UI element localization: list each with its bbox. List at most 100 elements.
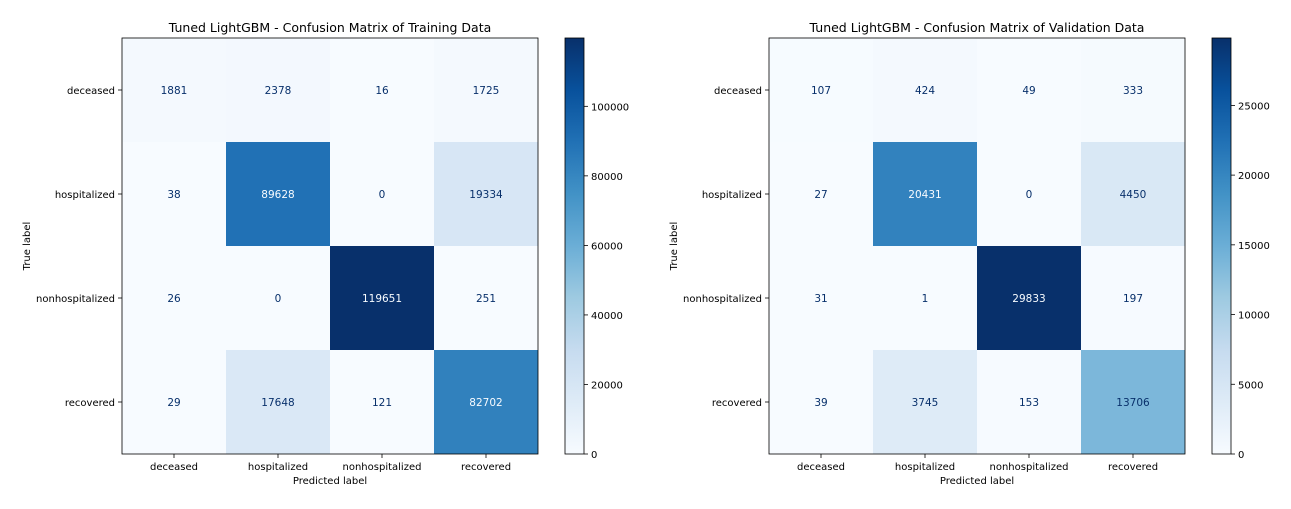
cell-value-label: 0 — [1026, 189, 1033, 201]
colorbar-tick-label: 40000 — [591, 311, 623, 322]
heatmap-cell — [330, 142, 434, 246]
heatmap-cell — [977, 350, 1081, 454]
heatmap-cell — [873, 142, 977, 246]
colorbar-tick-label: 20000 — [591, 380, 623, 391]
cell-value-label: 49 — [1022, 85, 1035, 97]
x-axis-label: Predicted label — [940, 476, 1014, 487]
colorbar-tick-label: 80000 — [591, 172, 623, 183]
heatmap-cell — [226, 246, 330, 350]
x-tick-label: recovered — [461, 462, 511, 473]
colorbar-tick-label: 20000 — [1238, 171, 1270, 182]
cell-value-label: 29 — [167, 397, 180, 409]
cell-value-label: 20431 — [908, 189, 941, 201]
y-tick-label: nonhospitalized — [683, 294, 762, 305]
colorbar — [564, 37, 585, 455]
cell-value-label: 13706 — [1116, 397, 1150, 409]
cell-value-label: 16 — [375, 85, 389, 97]
heatmap-cell — [769, 142, 873, 246]
y-tick-label: recovered — [65, 398, 115, 409]
x-tick-label: hospitalized — [895, 462, 955, 473]
cell-value-label: 197 — [1123, 293, 1143, 305]
cell-value-label: 119651 — [362, 293, 402, 305]
cell-value-label: 153 — [1019, 397, 1039, 409]
heatmap-cell — [977, 38, 1081, 142]
cell-value-label: 1 — [922, 293, 929, 305]
colorbar-tick-label: 15000 — [1238, 241, 1270, 252]
cell-value-label: 89628 — [261, 189, 294, 201]
heatmap-cell — [1081, 38, 1185, 142]
x-tick-label: deceased — [797, 462, 845, 473]
cell-value-label: 38 — [167, 189, 180, 201]
heatmap-cell — [434, 142, 538, 246]
y-tick-label: nonhospitalized — [36, 294, 115, 305]
chart-panel-1: Tuned LightGBM - Confusion Matrix of Tra… — [22, 20, 629, 487]
heatmap-cell — [434, 350, 538, 454]
colorbar-tick-label: 5000 — [1238, 380, 1263, 391]
heatmap-cell — [769, 38, 873, 142]
y-tick-label: deceased — [67, 86, 115, 97]
cell-value-label: 424 — [915, 85, 935, 97]
heatmap-cell — [330, 246, 434, 350]
cell-value-label: 2378 — [265, 85, 292, 97]
x-tick-label: nonhospitalized — [990, 462, 1069, 473]
heatmap-cell — [122, 246, 226, 350]
heatmap-cell — [122, 142, 226, 246]
cell-value-label: 19334 — [469, 189, 503, 201]
heatmap-cell — [226, 142, 330, 246]
x-tick-label: hospitalized — [248, 462, 308, 473]
cell-value-label: 1725 — [473, 85, 500, 97]
cell-value-label: 4450 — [1120, 189, 1147, 201]
heatmap-cell — [977, 142, 1081, 246]
heatmap-cell — [226, 350, 330, 454]
chart-panel-2: Tuned LightGBM - Confusion Matrix of Val… — [669, 20, 1270, 487]
heatmap-cell — [434, 246, 538, 350]
heatmap-cell — [1081, 350, 1185, 454]
cell-value-label: 121 — [372, 397, 392, 409]
cell-value-label: 3745 — [912, 397, 939, 409]
heatmap-cell — [873, 350, 977, 454]
y-tick-label: hospitalized — [702, 190, 762, 201]
colorbar-tick-label: 10000 — [1238, 311, 1270, 322]
heatmap-cell — [1081, 142, 1185, 246]
plot-frame — [121, 37, 539, 455]
colorbar-tick-label: 25000 — [1238, 101, 1270, 112]
cell-value-label: 39 — [814, 397, 827, 409]
cell-value-label: 107 — [811, 85, 831, 97]
colorbar — [1211, 37, 1232, 455]
chart-title: Tuned LightGBM - Confusion Matrix of Tra… — [168, 20, 492, 35]
x-tick-label: recovered — [1108, 462, 1158, 473]
cell-value-label: 26 — [167, 293, 181, 305]
y-axis-label: True label — [669, 222, 680, 272]
heatmap-cell — [1081, 246, 1185, 350]
heatmap-cell — [769, 246, 873, 350]
heatmap-cell — [330, 38, 434, 142]
heatmap-cell — [977, 246, 1081, 350]
colorbar-tick-label: 0 — [591, 450, 597, 461]
heatmap-cell — [122, 350, 226, 454]
cell-value-label: 82702 — [469, 397, 502, 409]
heatmap-cell — [226, 38, 330, 142]
colorbar-tick-label: 0 — [1238, 450, 1244, 461]
colorbar-tick-label: 60000 — [591, 241, 623, 252]
y-tick-label: deceased — [714, 86, 762, 97]
heatmap-cell — [330, 350, 434, 454]
y-axis-label: True label — [22, 222, 33, 272]
cell-value-label: 0 — [379, 189, 386, 201]
heatmap-cell — [122, 38, 226, 142]
cell-value-label: 29833 — [1012, 293, 1045, 305]
heatmap-cell — [873, 38, 977, 142]
x-axis-label: Predicted label — [293, 476, 367, 487]
heatmap-cell — [769, 350, 873, 454]
y-tick-label: hospitalized — [55, 190, 115, 201]
cell-value-label: 251 — [476, 293, 496, 305]
cell-value-label: 1881 — [161, 85, 188, 97]
chart-title: Tuned LightGBM - Confusion Matrix of Val… — [809, 20, 1145, 35]
cell-value-label: 333 — [1123, 85, 1143, 97]
colorbar-tick-label: 100000 — [591, 102, 629, 113]
cell-value-label: 27 — [814, 189, 827, 201]
heatmap-cell — [873, 246, 977, 350]
plot-frame — [768, 37, 1186, 455]
x-tick-label: deceased — [150, 462, 198, 473]
heatmap-cell — [434, 38, 538, 142]
